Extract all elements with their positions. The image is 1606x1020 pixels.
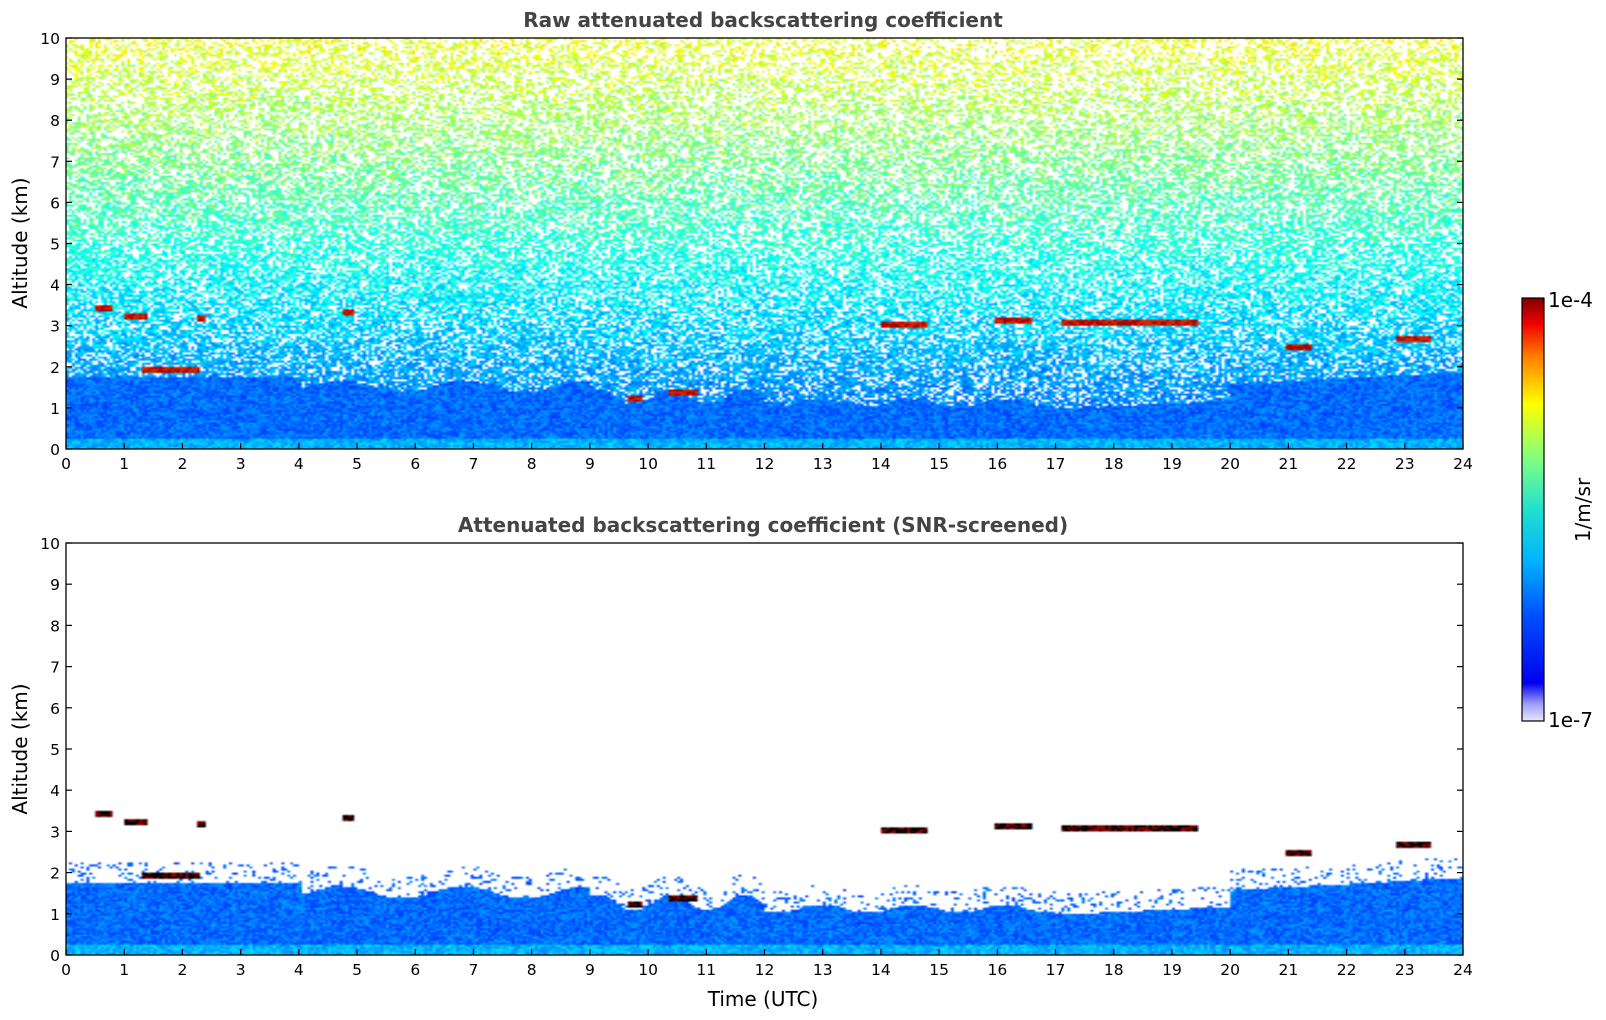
y-tick-label: 7 xyxy=(50,153,60,171)
y-tick-label: 9 xyxy=(50,576,60,594)
screened-x-ticks: 0 1 2 3 4 5 6 7 8 9 10 11 12 13 14 15 16 17 18 19 20 21 22 23 24 xyxy=(61,949,1473,979)
raw-panel-title: Raw attenuated backscattering coefficien… xyxy=(523,8,1003,32)
x-tick-label: 0 xyxy=(61,455,71,473)
x-tick-label: 21 xyxy=(1279,455,1299,473)
raw-backscatter-panel: Raw attenuated backscattering coefficien… xyxy=(8,8,1473,473)
x-tick-label: 14 xyxy=(871,961,891,979)
y-tick-label: 8 xyxy=(50,112,60,130)
y-tick-label: 5 xyxy=(50,741,60,759)
x-tick-label: 5 xyxy=(352,455,362,473)
x-tick-label: 11 xyxy=(696,455,716,473)
x-tick-label: 3 xyxy=(236,961,246,979)
x-tick-label: 20 xyxy=(1220,455,1240,473)
x-tick-label: 13 xyxy=(813,961,833,979)
y-tick-label: 10 xyxy=(40,30,60,48)
x-tick-label: 9 xyxy=(585,455,595,473)
x-tick-label: 10 xyxy=(638,455,658,473)
x-tick-label: 22 xyxy=(1337,455,1357,473)
y-tick-label: 10 xyxy=(40,535,60,553)
x-tick-label: 11 xyxy=(696,961,716,979)
y-tick-label: 6 xyxy=(50,700,60,718)
colorbar: 1e-4 1e-7 1/m/sr xyxy=(1521,288,1595,732)
x-tick-label: 23 xyxy=(1395,455,1415,473)
x-tick-label: 20 xyxy=(1220,961,1240,979)
screened-panel-title: Attenuated backscattering coefficient (S… xyxy=(458,513,1068,537)
x-tick-label: 1 xyxy=(119,455,129,473)
screened-y-ticks: 0 1 2 3 4 5 6 7 8 9 10 xyxy=(40,535,1463,965)
raw-y-ticks: 0 1 2 3 4 5 6 7 8 9 10 xyxy=(40,30,1463,459)
y-tick-label: 0 xyxy=(50,947,60,965)
y-tick-label: 9 xyxy=(50,71,60,89)
x-tick-label: 6 xyxy=(410,961,420,979)
y-tick-label: 2 xyxy=(50,865,60,883)
screened-y-axis-label: Altitude (km) xyxy=(8,683,32,814)
x-tick-label: 16 xyxy=(987,455,1007,473)
x-tick-label: 15 xyxy=(929,455,949,473)
x-tick-label: 4 xyxy=(294,961,304,979)
y-tick-label: 8 xyxy=(50,617,60,635)
x-tick-label: 10 xyxy=(638,961,658,979)
x-tick-label: 7 xyxy=(469,455,479,473)
y-tick-label: 3 xyxy=(50,318,60,336)
screened-backscatter-panel: Attenuated backscattering coefficient (S… xyxy=(8,513,1473,1011)
x-tick-label: 12 xyxy=(755,455,775,473)
raw-x-ticks: 0 1 2 3 4 5 6 7 8 9 10 11 12 13 14 15 16 17 18 19 20 21 22 23 24 xyxy=(61,443,1473,473)
x-tick-label: 9 xyxy=(585,961,595,979)
x-tick-label: 18 xyxy=(1104,455,1124,473)
y-tick-label: 1 xyxy=(50,906,60,924)
colorbar-units-label: 1/m/sr xyxy=(1571,477,1595,542)
x-tick-label: 23 xyxy=(1395,961,1415,979)
x-tick-label: 19 xyxy=(1162,961,1182,979)
colorbar-max-label: 1e-4 xyxy=(1548,288,1593,312)
x-tick-label: 6 xyxy=(410,455,420,473)
x-tick-label: 18 xyxy=(1104,961,1124,979)
x-axis-label: Time (UTC) xyxy=(707,987,819,1011)
raw-y-axis-label: Altitude (km) xyxy=(8,177,32,308)
x-tick-label: 7 xyxy=(469,961,479,979)
x-tick-label: 17 xyxy=(1046,455,1066,473)
y-tick-label: 1 xyxy=(50,400,60,418)
x-tick-label: 22 xyxy=(1337,961,1357,979)
y-tick-label: 6 xyxy=(50,194,60,212)
x-tick-label: 2 xyxy=(177,961,187,979)
x-tick-label: 24 xyxy=(1453,961,1473,979)
x-tick-label: 19 xyxy=(1162,455,1182,473)
y-tick-label: 4 xyxy=(50,277,60,295)
x-tick-label: 8 xyxy=(527,961,537,979)
x-tick-label: 2 xyxy=(177,455,187,473)
y-tick-label: 4 xyxy=(50,782,60,800)
x-tick-label: 4 xyxy=(294,455,304,473)
x-tick-label: 17 xyxy=(1046,961,1066,979)
x-tick-label: 3 xyxy=(236,455,246,473)
x-tick-label: 8 xyxy=(527,455,537,473)
x-tick-label: 14 xyxy=(871,455,891,473)
raw-backscatter-heatmap xyxy=(66,38,1463,449)
x-tick-label: 21 xyxy=(1279,961,1299,979)
x-tick-label: 0 xyxy=(61,961,71,979)
y-tick-label: 2 xyxy=(50,359,60,377)
y-tick-label: 5 xyxy=(50,236,60,254)
x-tick-label: 16 xyxy=(987,961,1007,979)
x-tick-label: 5 xyxy=(352,961,362,979)
x-tick-label: 24 xyxy=(1453,455,1473,473)
x-tick-label: 1 xyxy=(119,961,129,979)
y-tick-label: 0 xyxy=(50,441,60,459)
y-tick-label: 7 xyxy=(50,659,60,677)
screened-backscatter-heatmap xyxy=(66,543,1463,955)
colorbar-min-label: 1e-7 xyxy=(1548,708,1593,732)
x-tick-label: 13 xyxy=(813,455,833,473)
y-tick-label: 3 xyxy=(50,823,60,841)
colorbar-gradient xyxy=(1521,297,1545,722)
x-tick-label: 15 xyxy=(929,961,949,979)
x-tick-label: 12 xyxy=(755,961,775,979)
